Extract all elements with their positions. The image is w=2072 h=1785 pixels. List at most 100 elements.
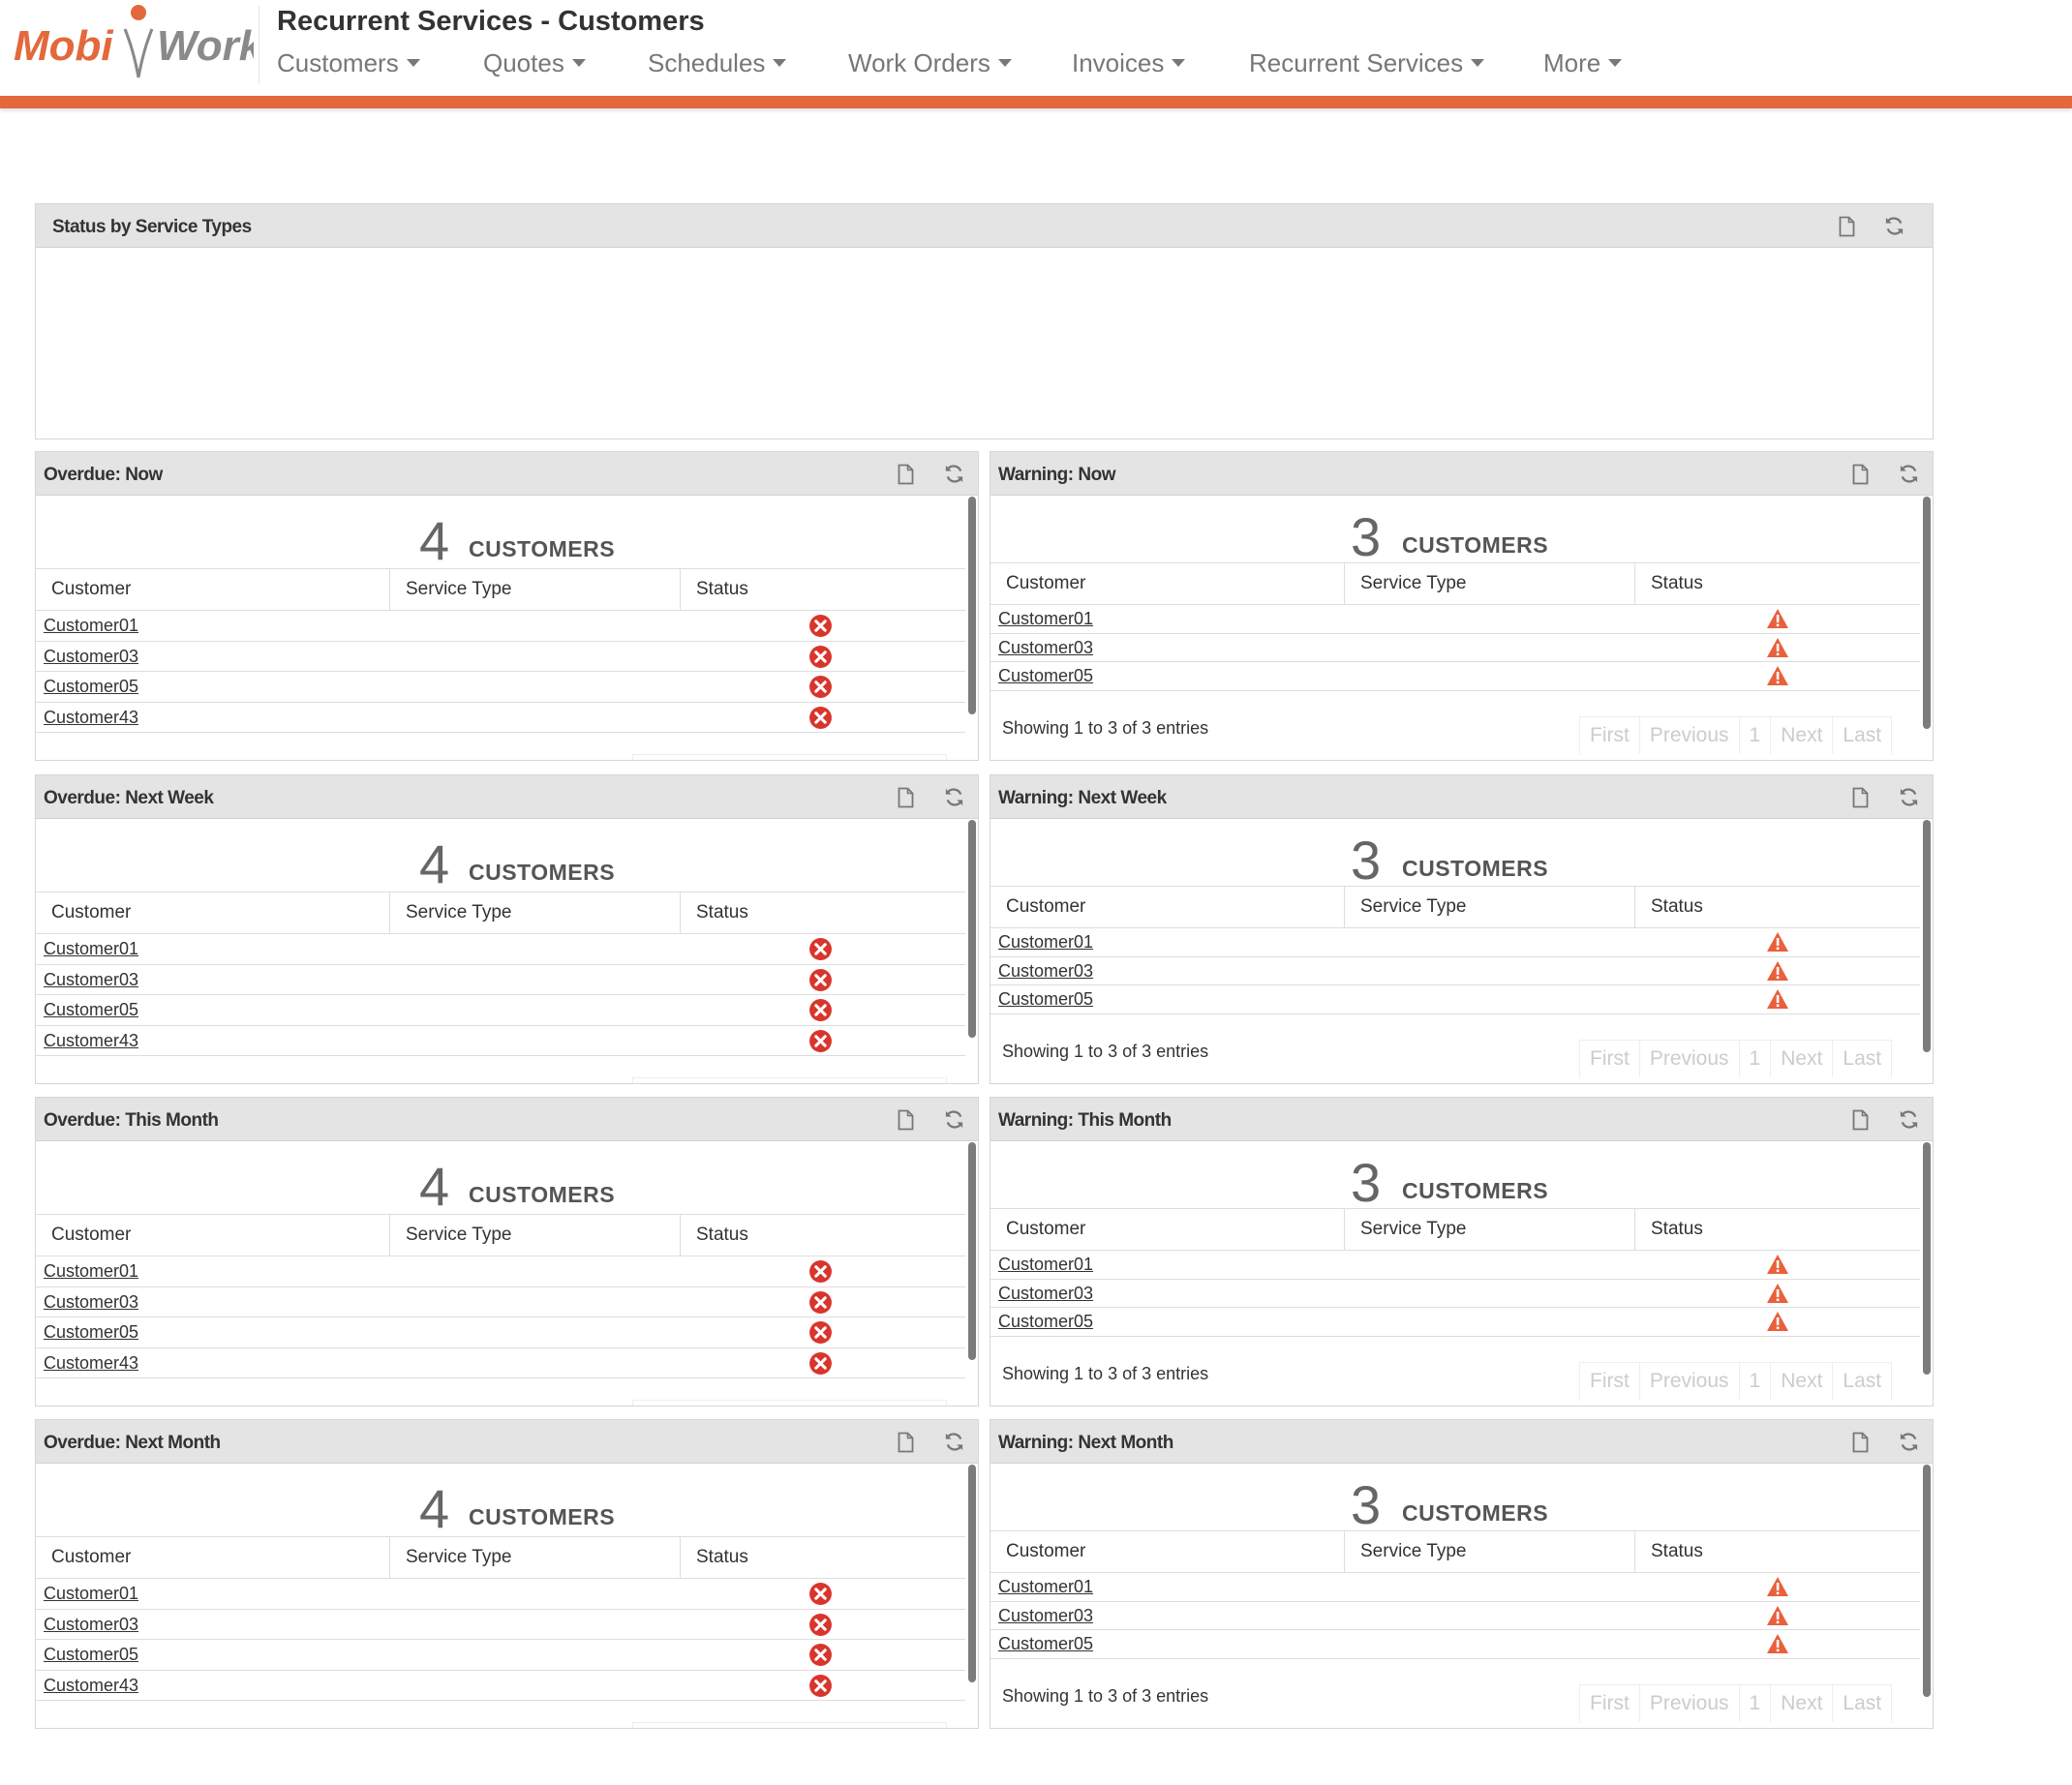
document-icon[interactable] — [1852, 464, 1869, 485]
refresh-icon[interactable] — [1898, 1108, 1920, 1131]
refresh-icon[interactable] — [1898, 463, 1920, 485]
nav-invoices[interactable]: Invoices — [1072, 48, 1186, 78]
column-customer[interactable]: Customer — [36, 892, 390, 933]
table-row[interactable]: Customer03 — [36, 965, 965, 995]
pager-page-1[interactable]: 1 — [1740, 716, 1772, 754]
table-row[interactable]: Customer05 — [990, 985, 1920, 1014]
table-row[interactable]: Customer01 — [990, 1251, 1920, 1280]
table-row[interactable]: Customer03 — [990, 1602, 1920, 1630]
column-service-type[interactable]: Service Type — [1345, 1531, 1635, 1572]
column-service-type[interactable]: Service Type — [390, 1215, 681, 1256]
table-row[interactable]: Customer03 — [990, 1280, 1920, 1308]
document-icon[interactable] — [898, 1432, 914, 1453]
column-customer[interactable]: Customer — [990, 1209, 1345, 1250]
column-service-type[interactable]: Service Type — [1345, 1209, 1635, 1250]
table-row[interactable]: Customer03 — [36, 642, 965, 672]
customer-link[interactable]: Customer01 — [44, 1261, 139, 1281]
pager-last-button[interactable]: Last — [1843, 1369, 1882, 1392]
customer-link[interactable]: Customer01 — [44, 1584, 139, 1603]
pager-next-button[interactable]: Next — [1771, 716, 1834, 754]
customer-link[interactable]: Customer05 — [44, 1000, 139, 1019]
document-icon[interactable] — [1852, 1109, 1869, 1131]
column-service-type[interactable]: Service Type — [390, 892, 681, 933]
column-customer[interactable]: Customer — [36, 1537, 390, 1578]
column-customer[interactable]: Customer — [36, 569, 390, 610]
document-icon[interactable] — [898, 787, 914, 808]
customer-link[interactable]: Customer01 — [998, 1577, 1094, 1596]
column-service-type[interactable]: Service Type — [390, 1537, 681, 1578]
pager-first-button[interactable]: First — [1580, 1362, 1640, 1400]
pager-last-button[interactable]: Last — [1843, 1046, 1882, 1070]
document-icon[interactable] — [898, 464, 914, 485]
table-row[interactable]: Customer43 — [36, 1671, 965, 1701]
document-icon[interactable] — [1839, 216, 1855, 237]
pager-previous-button[interactable]: Previous — [1640, 1040, 1740, 1077]
table-row[interactable]: Customer01 — [36, 1256, 965, 1287]
nav-more[interactable]: More — [1543, 48, 1623, 78]
customer-link[interactable]: Customer01 — [998, 1255, 1094, 1274]
column-status[interactable]: Status — [1651, 896, 1703, 917]
nav-customers[interactable]: Customers — [277, 48, 420, 78]
column-customer[interactable]: Customer — [990, 1531, 1345, 1572]
column-status[interactable]: Status — [1651, 573, 1703, 593]
refresh-icon[interactable] — [943, 786, 965, 808]
panel-scrollbar[interactable] — [1923, 1142, 1931, 1375]
customer-link[interactable]: Customer05 — [998, 989, 1094, 1009]
table-row[interactable]: Customer03 — [36, 1287, 965, 1317]
customer-link[interactable]: Customer03 — [998, 960, 1094, 981]
table-row[interactable]: Customer05 — [990, 1630, 1920, 1659]
customer-link[interactable]: Customer05 — [998, 1634, 1094, 1653]
pager-page-1[interactable]: 1 — [1740, 1684, 1772, 1722]
document-icon[interactable] — [1852, 787, 1869, 808]
column-status[interactable]: Status — [696, 902, 748, 923]
refresh-icon[interactable] — [1898, 786, 1920, 808]
document-icon[interactable] — [898, 1109, 914, 1131]
column-status[interactable]: Status — [696, 579, 748, 599]
customer-link[interactable]: Customer43 — [44, 1675, 139, 1695]
customer-link[interactable]: Customer03 — [44, 1614, 139, 1634]
panel-scrollbar[interactable] — [968, 1142, 976, 1360]
customer-link[interactable]: Customer03 — [44, 646, 139, 666]
pager-next-button[interactable]: Next — [1771, 1362, 1834, 1400]
pager-next-button[interactable]: Next — [1771, 1684, 1834, 1722]
panel-scrollbar[interactable] — [1923, 497, 1931, 729]
customer-link[interactable]: Customer03 — [998, 1605, 1094, 1625]
pager-first-button[interactable]: First — [1580, 716, 1640, 754]
refresh-icon[interactable] — [1883, 215, 1905, 237]
column-status[interactable]: Status — [1651, 1219, 1703, 1239]
panel-scrollbar[interactable] — [968, 497, 976, 714]
table-row[interactable]: Customer03 — [990, 634, 1920, 662]
panel-scrollbar[interactable] — [1923, 820, 1931, 1052]
panel-scrollbar[interactable] — [1923, 1465, 1931, 1697]
customer-link[interactable]: Customer01 — [44, 939, 139, 958]
pager-previous-button[interactable]: Previous — [1640, 1684, 1740, 1722]
pager-previous-button[interactable]: Previous — [1640, 716, 1740, 754]
customer-link[interactable]: Customer05 — [998, 666, 1094, 685]
table-row[interactable]: Customer05 — [36, 995, 965, 1026]
table-row[interactable]: Customer05 — [36, 672, 965, 703]
column-customer[interactable]: Customer — [36, 1215, 390, 1256]
column-customer[interactable]: Customer — [990, 887, 1345, 927]
customer-link[interactable]: Customer03 — [998, 637, 1094, 657]
pager-last-button[interactable]: Last — [1843, 723, 1882, 746]
table-row[interactable]: Customer43 — [36, 1026, 965, 1056]
panel-scrollbar[interactable] — [968, 1465, 976, 1682]
table-row[interactable]: Customer05 — [36, 1317, 965, 1348]
customer-link[interactable]: Customer43 — [44, 1030, 139, 1050]
pager-first-button[interactable]: First — [1580, 1684, 1640, 1722]
table-row[interactable]: Customer01 — [36, 1579, 965, 1610]
table-row[interactable]: Customer05 — [990, 662, 1920, 691]
refresh-icon[interactable] — [943, 1108, 965, 1131]
column-status[interactable]: Status — [696, 1547, 748, 1567]
nav-quotes[interactable]: Quotes — [483, 48, 586, 78]
customer-link[interactable]: Customer05 — [44, 1322, 139, 1342]
pager-last-button[interactable]: Last — [1843, 1691, 1882, 1714]
customer-link[interactable]: Customer43 — [44, 1352, 139, 1373]
table-row[interactable]: Customer01 — [990, 928, 1920, 957]
table-row[interactable]: Customer01 — [36, 611, 965, 642]
customer-link[interactable]: Customer01 — [998, 609, 1094, 628]
table-row[interactable]: Customer01 — [990, 1573, 1920, 1602]
customer-link[interactable]: Customer01 — [998, 932, 1094, 952]
customer-link[interactable]: Customer01 — [44, 616, 139, 635]
customer-link[interactable]: Customer03 — [44, 969, 139, 989]
